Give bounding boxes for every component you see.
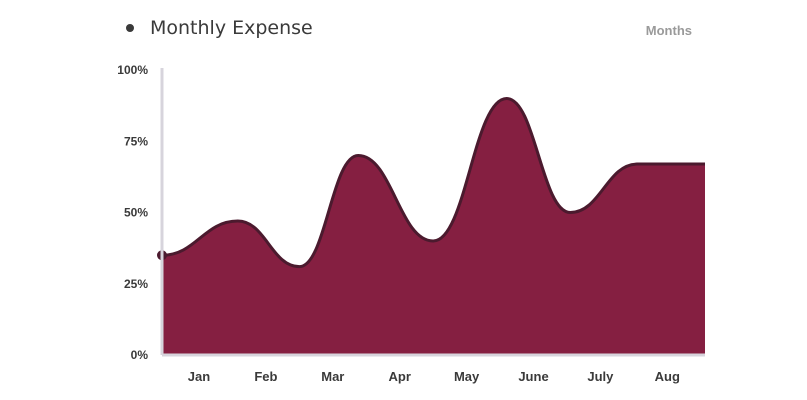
x-tick-label: Feb (254, 369, 277, 384)
x-tick-label: Apr (389, 369, 411, 384)
x-tick-label: Mar (321, 369, 344, 384)
x-tick-label: Aug (655, 369, 680, 384)
y-tick-label: 100% (117, 63, 148, 77)
x-tick-label: May (454, 369, 480, 384)
series-layer (157, 97, 705, 355)
x-axis-ticks: Jan Feb Mar Apr May June July Aug (188, 369, 680, 384)
y-tick-label: 50% (124, 206, 148, 220)
legend-label: Monthly Expense (150, 17, 313, 39)
legend: Monthly Expense (126, 17, 313, 39)
y-tick-label: 75% (124, 134, 148, 148)
x-axis-note: Months (645, 23, 692, 38)
series-line (161, 97, 705, 269)
legend-marker (126, 24, 134, 32)
y-axis-ticks: 0% 25% 50% 75% 100% (117, 63, 148, 362)
y-tick-label: 0% (131, 348, 149, 362)
x-tick-label: June (518, 369, 548, 384)
y-tick-label: 25% (124, 277, 148, 291)
series-area (162, 98, 705, 355)
x-tick-label: Jan (188, 369, 210, 384)
x-tick-label: July (587, 369, 614, 384)
